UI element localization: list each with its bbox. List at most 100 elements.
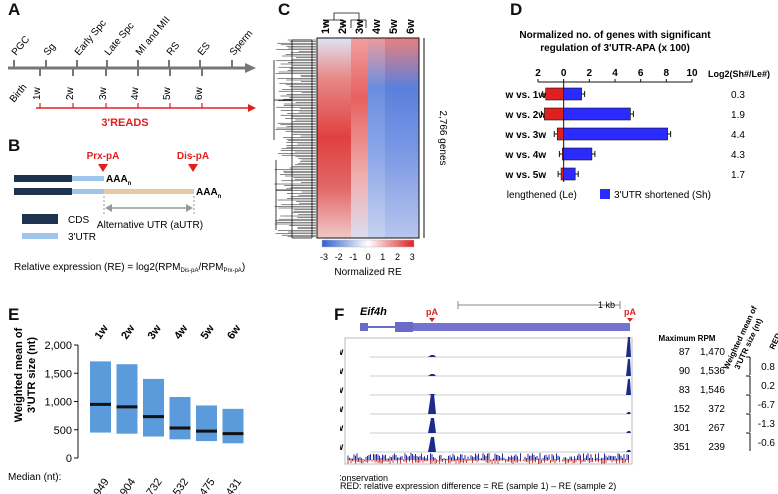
d-ratio-value: 1.7 <box>731 170 745 181</box>
panel-b-diagram: Prx-pA Dis-pA AAAn AAAn Alternative UTR … <box>14 151 245 274</box>
f-weighted-mean: 372 <box>708 404 725 415</box>
legend-cds-swatch <box>22 214 58 224</box>
e-ylabel-line2: 3'UTR size (nt) <box>26 337 38 413</box>
panel-d-chart: Normalized no. of genes with significant… <box>505 30 770 201</box>
reads-arrowhead <box>248 104 256 112</box>
timeline-arrowhead <box>245 63 256 73</box>
heatmap-col-label: 1w <box>320 19 332 34</box>
d-category: 2w vs. 1w <box>505 90 546 101</box>
f-max-rpm: 83 <box>679 385 691 396</box>
stage-label: PGC <box>10 34 32 58</box>
d-bars: 2w vs. 1w 0.3 3w vs. 2w 1.9 4w vs. 3w 4.4 5w v… <box>505 87 745 181</box>
heatmap-col-5w <box>385 38 402 238</box>
e-tick-label: 0 <box>66 453 72 465</box>
f-peak-distal <box>626 412 631 414</box>
re-formula: Relative expression (RE) = log2(RPMDis-p… <box>14 262 245 274</box>
f-pa-arrow-2 <box>627 318 633 322</box>
f-peak-proximal <box>428 394 436 414</box>
d-bar-le <box>545 87 564 101</box>
f-weighted-mean: 1,536 <box>700 366 725 377</box>
f-track-frame <box>344 337 633 465</box>
colorbar-tick: -3 <box>320 252 328 262</box>
f-max-rpm: 301 <box>673 423 690 434</box>
f-track-label: 2w <box>340 366 344 377</box>
panel-f-tracks: Eif4h 1 kb pA pA 1w871,4702w901,5363w831… <box>340 300 778 491</box>
f-peak-distal <box>626 379 631 395</box>
week-markers: 1w 2w 3w 4w 5w 6w <box>32 68 205 108</box>
f-tracks: 1w 87 1,470 2w 90 1,536 3w 83 1,546 4w 152 372 5w 301… <box>340 337 775 453</box>
f-peak-proximal <box>428 374 436 376</box>
autr-arrow-left <box>105 204 112 212</box>
f-red-value: -1.3 <box>758 419 776 430</box>
autr-bar <box>104 189 194 194</box>
e-median-value: 904 <box>118 476 138 494</box>
d-category: 3w vs. 2w <box>505 110 546 121</box>
f-head-max: Maximum RPM <box>659 334 716 343</box>
colorbar <box>321 239 415 248</box>
f-pa-label-1: pA <box>426 307 438 317</box>
stage-label: Late Spc <box>103 21 137 58</box>
d-legend-le-label: 3'UTR lengthened (Le) <box>505 190 577 201</box>
e-category: 4w <box>172 322 191 341</box>
d-legend-sh-label: 3'UTR shortened (Sh) <box>614 190 711 201</box>
f-red-value: -6.7 <box>758 400 776 411</box>
e-tick-label: 1,000 <box>44 397 72 409</box>
e-range-bar <box>90 361 111 433</box>
e-y-axis: 2,000 1,500 1,000 500 0 <box>44 340 79 465</box>
heatmap-col-label: 4w <box>371 19 383 34</box>
f-peak-distal <box>626 450 631 452</box>
colorbar-tick: 1 <box>380 252 385 262</box>
panel-letter-d: D <box>510 0 523 19</box>
legend-utr-swatch <box>22 233 58 239</box>
f-max-rpm: 87 <box>679 347 691 358</box>
week-label: 3w <box>98 86 109 100</box>
colorbar-tick: -2 <box>335 252 343 262</box>
f-track-label: 6w <box>340 442 344 453</box>
heatmap-col-label: 2w <box>337 19 349 34</box>
heatmap-col-3w <box>351 38 368 238</box>
e-tick-label: 500 <box>54 425 72 437</box>
prx-pa-label: Prx-pA <box>87 151 120 162</box>
stage-label: Sg <box>42 41 58 57</box>
heatmap-col-1w <box>317 38 334 238</box>
week-label: 1w <box>32 86 43 100</box>
colorbar-tick: 3 <box>410 252 415 262</box>
f-weighted-mean: 267 <box>708 423 725 434</box>
e-bars: 1w 949 2w 904 3w 732 4w 532 5w 475 6w 431 <box>90 322 244 494</box>
d-bar-le <box>560 167 564 181</box>
e-median-value: 949 <box>91 476 111 494</box>
column-dendrogram <box>324 12 367 28</box>
f-exon-utr <box>413 323 630 331</box>
d-legend-sh-swatch <box>600 189 610 199</box>
genes-label: 2,766 genes <box>437 110 448 165</box>
dis-pa-arrow <box>188 164 198 172</box>
e-category: 5w <box>199 322 218 341</box>
week-label: 4w <box>130 86 141 100</box>
autr-label: Alternative UTR (aUTR) <box>97 220 203 231</box>
e-median-value: 732 <box>144 476 164 494</box>
heatmap-col-2w <box>334 38 351 238</box>
e-median-value: 532 <box>171 476 191 494</box>
week-label: 2w <box>65 86 76 100</box>
e-tick-label: 1,500 <box>44 368 72 380</box>
legend-utr-label: 3'UTR <box>68 232 96 243</box>
e-category: 3w <box>146 322 165 341</box>
d-ratio-value: 1.9 <box>731 110 745 121</box>
f-red-value: 0.2 <box>761 381 775 392</box>
d-bar-le <box>544 107 564 121</box>
utr-bar-1 <box>72 176 104 181</box>
d-tick-label: 0 <box>561 68 567 79</box>
d-tick-label: 8 <box>664 68 670 79</box>
colorbar-ticks: -3 -2 -1 0 1 2 3 <box>320 252 415 262</box>
e-median-label: Median (nt): <box>8 472 61 483</box>
heatmap-frame <box>316 37 420 239</box>
dendrogram <box>273 12 367 239</box>
f-weighted-mean: 1,546 <box>700 385 725 396</box>
d-title-line2: regulation of 3'UTR-APA (x 100) <box>540 43 690 54</box>
panel-letter-f: F <box>334 305 345 324</box>
d-ratio-value: 0.3 <box>731 90 745 101</box>
e-median-value: 475 <box>197 476 217 494</box>
f-weighted-mean: 1,470 <box>700 347 725 358</box>
e-range-bar <box>196 405 217 442</box>
